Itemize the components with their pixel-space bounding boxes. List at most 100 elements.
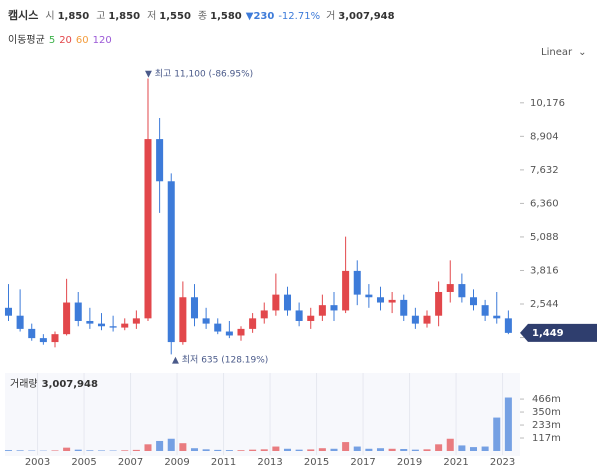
candle-body: [446, 284, 454, 292]
candle-body: [260, 310, 268, 319]
volume-bar: [458, 445, 466, 451]
volume-bar: [376, 448, 385, 451]
x-tick-label: 2021: [443, 457, 468, 468]
volume-bar: [342, 442, 350, 451]
x-tick-label: 2015: [304, 457, 329, 468]
volume-bar: [481, 446, 489, 451]
volume-bar: [330, 448, 338, 451]
volume-bar: [144, 444, 152, 451]
candle-body: [4, 307, 12, 316]
volume-bar: [423, 449, 431, 451]
scale-toggle[interactable]: Linear ⌄: [541, 47, 586, 58]
volume-bar: [388, 448, 396, 451]
candle-body: [249, 318, 257, 329]
x-tick-label: 2019: [397, 457, 422, 468]
candle-body: [179, 297, 187, 343]
scale-label[interactable]: Linear: [541, 47, 573, 58]
field-value: 1,850: [108, 11, 140, 22]
candle-body: [225, 331, 233, 336]
x-tick-label: 2017: [350, 457, 375, 468]
candle-body: [51, 334, 59, 343]
header: 캠시스 시 1,850 고 1,850 저 1,550 종 1,580 ▼230 -12.71% 거 3…: [8, 8, 395, 22]
volume-label: 거래량: [10, 378, 38, 390]
candle-body: [109, 326, 117, 328]
candle-body: [388, 299, 396, 303]
volume-bar: [435, 444, 443, 451]
x-tick-label: 2013: [257, 457, 282, 468]
field-label: 저: [147, 10, 156, 22]
volume-bar: [272, 446, 280, 451]
volume-bar: [74, 449, 82, 451]
x-tick-label: 2011: [211, 457, 236, 468]
volume-tick-label: 233m: [532, 420, 561, 431]
ma-period: 20: [59, 35, 72, 46]
candle-body: [272, 294, 280, 311]
change-pct: -12.71%: [278, 11, 320, 22]
volume-bar: [156, 440, 164, 451]
x-tick-label: 2023: [490, 457, 515, 468]
volume-tick-label: 466m: [532, 394, 561, 405]
ma-label: 이동평균: [8, 34, 45, 46]
candle-body: [156, 139, 164, 182]
volume-bar: [365, 448, 373, 451]
candle-body: [167, 181, 175, 343]
moving-average-legend: 이동평균 5 20 60 120: [8, 34, 112, 46]
volume-bar: [493, 417, 501, 451]
volume-field-value: 3,007,948: [338, 11, 394, 22]
x-tick-label: 2007: [118, 457, 143, 468]
candle-body: [86, 320, 94, 324]
volume-bar: [318, 448, 326, 451]
field-label: 종: [198, 10, 207, 22]
volume-bar: [214, 449, 222, 451]
ma-period: 120: [93, 35, 112, 46]
field-label: 고: [96, 11, 105, 22]
volume-bar: [167, 438, 175, 451]
volume-bar: [237, 450, 245, 451]
candle-body: [423, 315, 431, 324]
candle-body: [144, 139, 152, 319]
change: ▼230: [246, 11, 275, 22]
y-tick-label: 7,632: [530, 165, 559, 176]
candle-body: [28, 328, 36, 339]
volume-bar: [260, 449, 268, 451]
candle-body: [365, 294, 373, 298]
candle-body: [237, 328, 245, 336]
min-annotation: ▲ 최저 635 (128.19%): [172, 355, 268, 366]
volume-bar: [16, 450, 24, 451]
candle-body: [342, 270, 350, 311]
dropdown-caret[interactable]: ⌄: [578, 47, 586, 58]
x-tick-label: 2003: [25, 457, 50, 468]
ma-period: 5: [49, 35, 55, 46]
volume-bar: [63, 447, 71, 451]
volume-total: 3,007,948: [42, 379, 98, 390]
y-tick-label: 6,360: [530, 198, 559, 209]
volume-bar: [249, 449, 257, 451]
candle-body: [39, 338, 47, 343]
field-value: 1,580: [210, 11, 242, 22]
volume-panel: [5, 373, 520, 456]
candle-body: [295, 310, 303, 321]
volume-bar: [86, 450, 94, 451]
candle-body: [504, 318, 512, 333]
candle-body: [330, 305, 338, 311]
volume-bar: [295, 449, 303, 451]
ma-period: 60: [76, 35, 89, 46]
volume-bar: [179, 443, 187, 451]
volume-bar: [307, 449, 315, 451]
candle-body: [411, 315, 419, 324]
volume-bar: [202, 449, 210, 451]
y-tick-label: 2,544: [530, 299, 559, 310]
y-tick-label: 8,904: [530, 131, 559, 142]
volume-bar: [504, 397, 512, 451]
volume-bar: [400, 448, 408, 451]
price-badge: [520, 323, 597, 342]
candle-body: [481, 305, 489, 316]
volume-bar: [283, 448, 292, 451]
field-value: 1,550: [159, 11, 191, 22]
candle-body: [132, 318, 140, 324]
y-tick-label: 3,816: [530, 265, 559, 276]
candle-body: [202, 318, 210, 324]
volume-field-label: 거: [326, 10, 335, 22]
candle-body: [74, 302, 82, 321]
